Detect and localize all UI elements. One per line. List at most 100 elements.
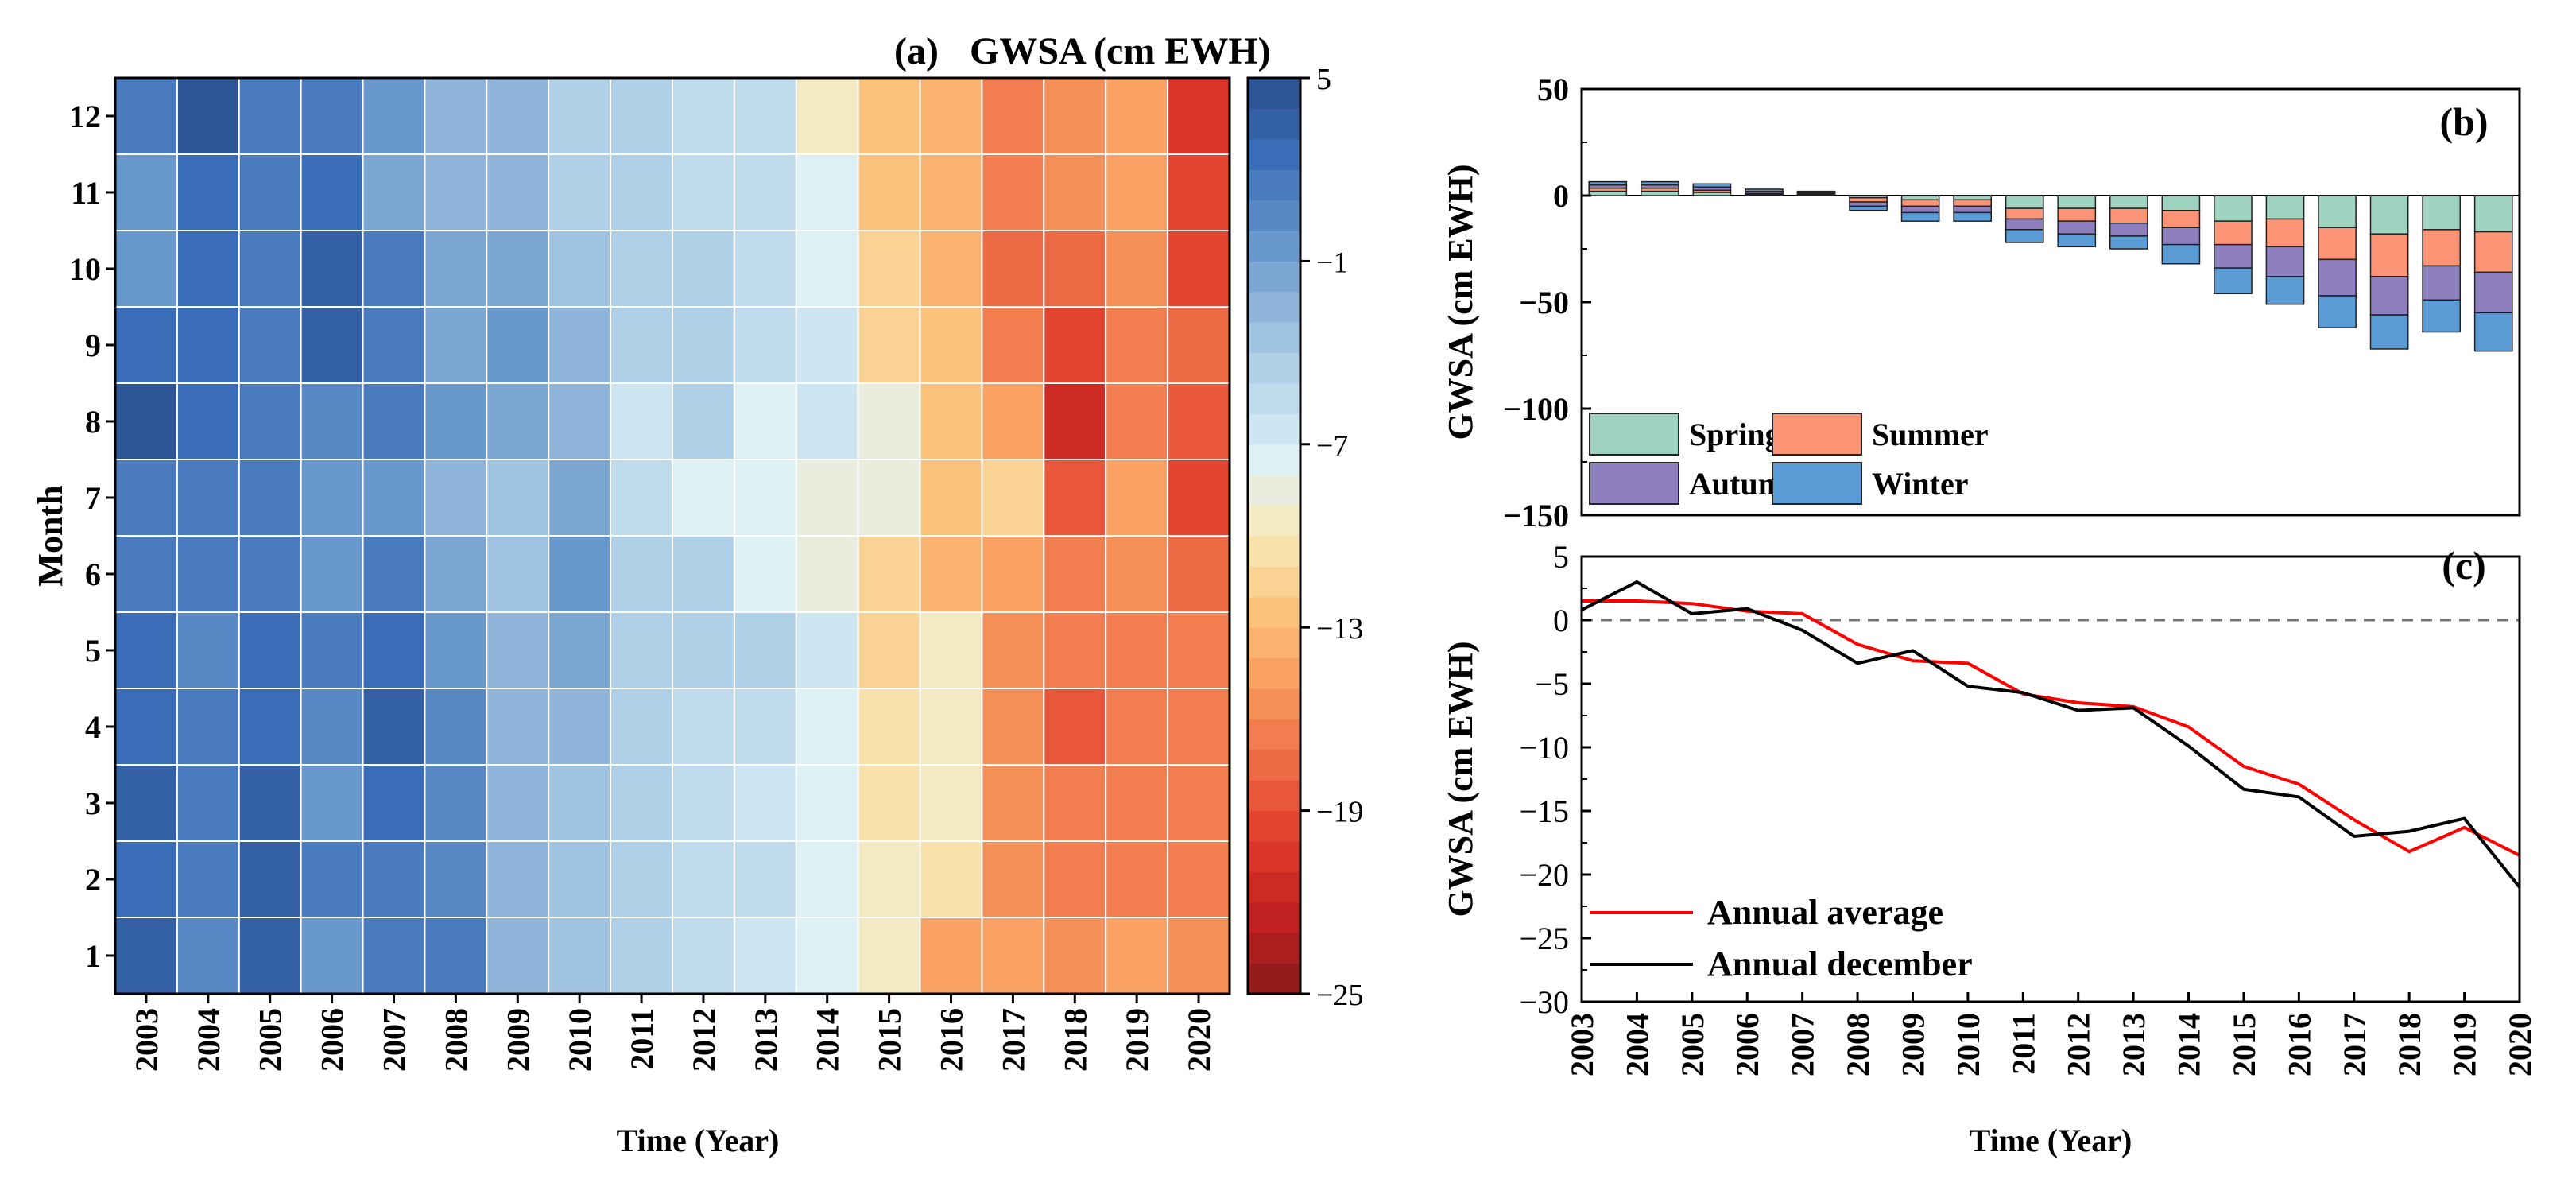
heatmap-frame [114,76,1231,995]
heatmap-x-tick-label: 2006 [315,1008,351,1072]
heatmap-title: GWSA (cm EWH) [970,30,1271,72]
heatmap-cell [1167,764,1230,842]
bar-segment-winter [1900,211,1940,222]
bar-segment-winter [1745,188,1784,192]
bar-segment-winter [2214,267,2253,295]
heatmap-cells [114,77,1230,995]
bar-segment-winter [2422,299,2462,333]
heatmap-x-tick-label: 2019 [1119,1008,1155,1072]
heatmap-cell [486,382,550,460]
heatmap-cell [919,230,983,308]
heatmap-cell [300,688,364,766]
heatmap-cell [300,535,364,613]
heatmap-cell [548,764,612,842]
heatmap-cell [981,459,1045,537]
heatmap-cell [795,917,859,995]
heatmap-cell [238,230,302,308]
heatmap-cell [1167,382,1230,460]
heatmap-cell [857,917,921,995]
heatmap-cell [548,840,612,918]
colorbar-swatch [1248,963,1300,995]
heatmap-cell [486,688,550,766]
heatmap-cell [1167,77,1230,155]
heatmap-cell [176,535,240,613]
heatmap-cell [857,77,921,155]
heatmap-cell [548,688,612,766]
heatmap-cell [857,764,921,842]
bar-segment-summer [2005,207,2044,220]
heatmap-cell [981,764,1045,842]
legend-swatch-summer [1772,413,1862,456]
heatmap-cell [672,611,735,689]
heatmap-cell [795,230,859,308]
colorbar-swatch [1248,291,1300,323]
panel-a-label: (a) [894,30,939,72]
heatmap-cell [857,611,921,689]
heatmap-cell [672,840,735,918]
line-legend: Annual average Annual december [1590,893,1973,983]
heatmap-x-tick-label: 2007 [377,1008,413,1072]
heatmap-cell [981,535,1045,613]
line-x-tick-label: 2011 [2005,1013,2041,1075]
heatmap-cell [610,764,673,842]
heatmap-cell [857,535,921,613]
heatmap-y-tick-label: 8 [85,404,101,440]
colorbar-swatch [1248,566,1300,598]
heatmap-cell [795,382,859,460]
bar-segment-winter [1588,180,1628,186]
bar-segment-spring [2161,195,2201,211]
heatmap-cell [238,306,302,384]
heatmap-cell [362,77,426,155]
heatmap-cell [424,535,488,613]
heatmap-cell [857,459,921,537]
heatmap-y-tick-label: 1 [85,938,101,974]
heatmap-cell [424,77,488,155]
heatmap-cell [1105,688,1169,766]
bar-segment-autumn [1849,201,1888,207]
heatmap-cell [981,382,1045,460]
bar-segment-spring [1900,195,1940,201]
heatmap-y-tick-label: 12 [69,99,101,134]
colorbar-swatch [1248,933,1300,964]
heatmap-cell [610,917,673,995]
heatmap-cell [114,688,178,766]
heatmap-cell [733,917,797,995]
bar-y-tick-label: −100 [1503,391,1569,427]
bar-y-ticks: 50 0 −50 −100 −150 [1503,72,1591,533]
heatmap-x-ticks: 2003 2004 2005 2006 2007 2008 2009 2010 2011 2012… [129,994,1217,1072]
colorbar-tick-label: −13 [1316,612,1363,646]
heatmap-cell [610,611,673,689]
heatmap-cell [362,764,426,842]
colorbar-tick-label: −19 [1316,796,1363,829]
heatmap-cell [857,230,921,308]
heatmap-cell [176,764,240,842]
heatmap-cell [672,382,735,460]
bar-segment-winter [1849,205,1888,211]
line-y-tick-label: −25 [1519,921,1569,956]
colorbar-swatch [1248,627,1300,659]
heatmap-cell [1167,459,1230,537]
heatmap-cell [733,459,797,537]
heatmap-cell [176,611,240,689]
heatmap-cell [300,153,364,231]
heatmap-x-tick-label: 2015 [872,1008,908,1072]
heatmap-cell [857,306,921,384]
bar-segment-winter [2109,235,2148,250]
heatmap-y-tick-label: 6 [85,557,101,592]
heatmap-cell [919,153,983,231]
heatmap-cell [1105,535,1169,613]
heatmap-cell [919,611,983,689]
line-x-tick-label: 2006 [1730,1013,1765,1076]
heatmap-cell [238,611,302,689]
heatmap-cell [1105,306,1169,384]
heatmap-x-tick-label: 2004 [191,1008,227,1072]
heatmap-cell [1167,611,1230,689]
line-x-tick-label: 2004 [1619,1013,1655,1076]
heatmap-y-tick-label: 9 [85,328,101,363]
line-x-tick-label: 2019 [2447,1013,2483,1076]
heatmap-cell [424,840,488,918]
heatmap-cell [919,535,983,613]
bar-segment-spring [1953,195,1993,201]
colorbar-swatch [1248,841,1300,872]
